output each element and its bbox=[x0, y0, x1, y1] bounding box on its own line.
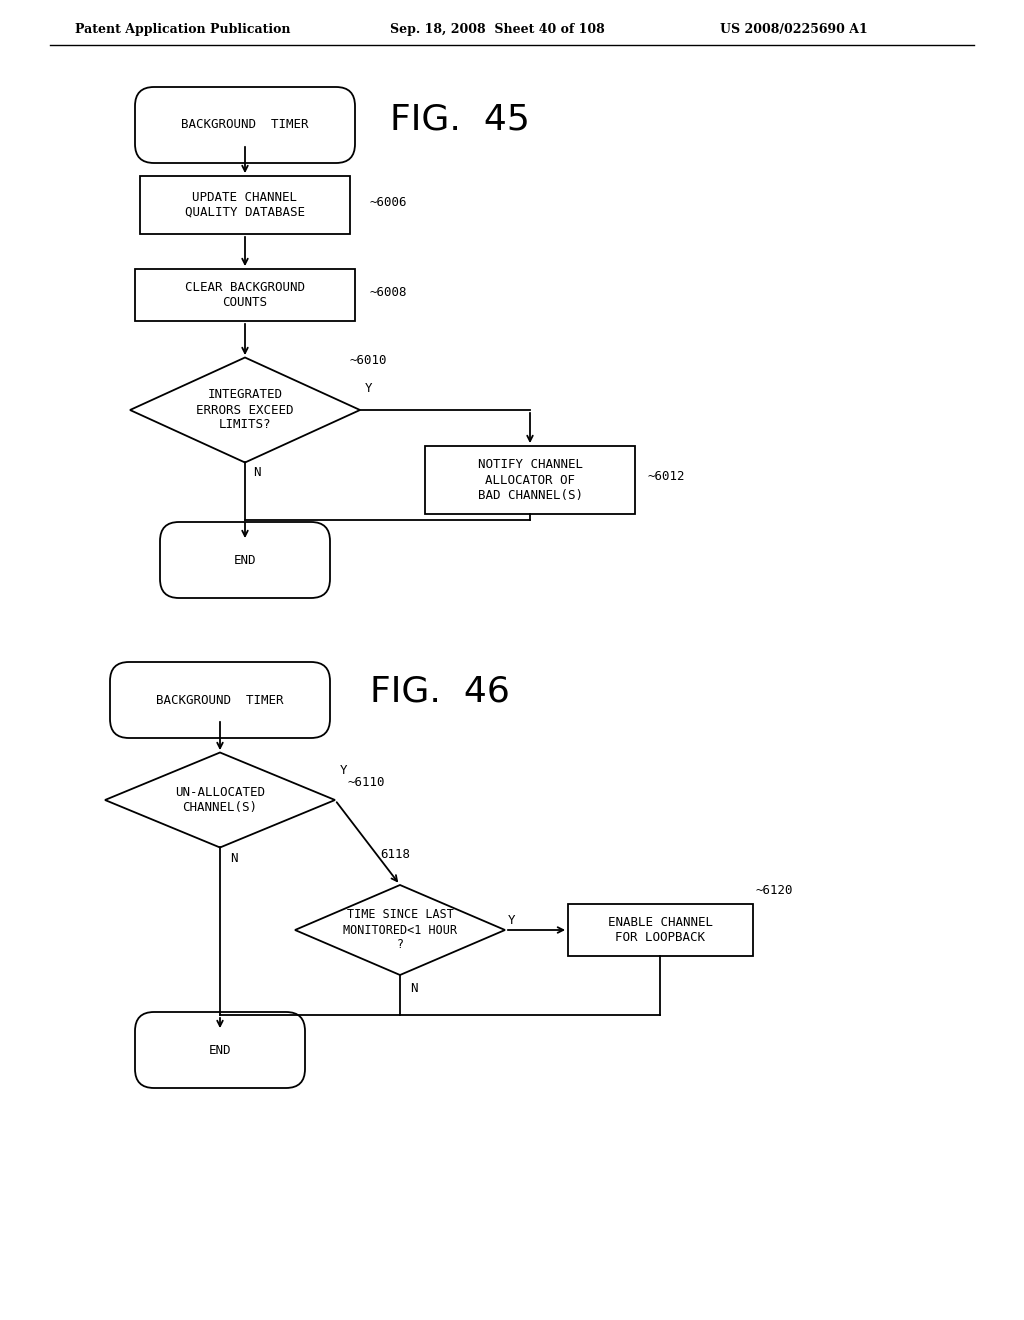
FancyBboxPatch shape bbox=[110, 663, 330, 738]
Text: N: N bbox=[410, 982, 418, 994]
Text: ~6012: ~6012 bbox=[648, 470, 685, 483]
Polygon shape bbox=[130, 358, 360, 462]
Text: Y: Y bbox=[508, 913, 515, 927]
Text: Y: Y bbox=[365, 381, 373, 395]
Text: ~6120: ~6120 bbox=[755, 883, 793, 896]
Text: BACKGROUND  TIMER: BACKGROUND TIMER bbox=[181, 119, 309, 132]
Text: Sep. 18, 2008  Sheet 40 of 108: Sep. 18, 2008 Sheet 40 of 108 bbox=[390, 24, 605, 37]
Text: FIG.  45: FIG. 45 bbox=[390, 103, 529, 137]
Text: ~6010: ~6010 bbox=[350, 354, 387, 367]
Text: ~6008: ~6008 bbox=[370, 285, 408, 298]
Text: N: N bbox=[230, 851, 238, 865]
Text: US 2008/0225690 A1: US 2008/0225690 A1 bbox=[720, 24, 867, 37]
Text: Y: Y bbox=[340, 763, 347, 776]
Text: BACKGROUND  TIMER: BACKGROUND TIMER bbox=[157, 693, 284, 706]
Bar bbox=[135, 269, 355, 321]
Text: N: N bbox=[253, 466, 260, 479]
FancyBboxPatch shape bbox=[160, 521, 330, 598]
Text: ~6006: ~6006 bbox=[370, 195, 408, 209]
Bar bbox=[425, 446, 635, 513]
Bar bbox=[140, 176, 350, 234]
Text: INTEGRATED
ERRORS EXCEED
LIMITS?: INTEGRATED ERRORS EXCEED LIMITS? bbox=[197, 388, 294, 432]
Text: UN-ALLOCATED
CHANNEL(S): UN-ALLOCATED CHANNEL(S) bbox=[175, 785, 265, 814]
Polygon shape bbox=[295, 884, 505, 975]
Text: ~6110: ~6110 bbox=[348, 776, 385, 788]
Text: ENABLE CHANNEL
FOR LOOPBACK: ENABLE CHANNEL FOR LOOPBACK bbox=[607, 916, 713, 944]
Text: TIME SINCE LAST
MONITORED<1 HOUR
?: TIME SINCE LAST MONITORED<1 HOUR ? bbox=[343, 908, 457, 952]
Text: Patent Application Publication: Patent Application Publication bbox=[75, 24, 291, 37]
Text: END: END bbox=[209, 1044, 231, 1056]
Text: NOTIFY CHANNEL
ALLOCATOR OF
BAD CHANNEL(S): NOTIFY CHANNEL ALLOCATOR OF BAD CHANNEL(… bbox=[477, 458, 583, 502]
Text: 6118: 6118 bbox=[380, 849, 410, 862]
FancyBboxPatch shape bbox=[135, 87, 355, 162]
Text: CLEAR BACKGROUND
COUNTS: CLEAR BACKGROUND COUNTS bbox=[185, 281, 305, 309]
Bar bbox=[567, 904, 753, 956]
Text: UPDATE CHANNEL
QUALITY DATABASE: UPDATE CHANNEL QUALITY DATABASE bbox=[185, 191, 305, 219]
FancyBboxPatch shape bbox=[135, 1012, 305, 1088]
Text: FIG.  46: FIG. 46 bbox=[370, 675, 510, 709]
Text: END: END bbox=[233, 553, 256, 566]
Polygon shape bbox=[105, 752, 335, 847]
